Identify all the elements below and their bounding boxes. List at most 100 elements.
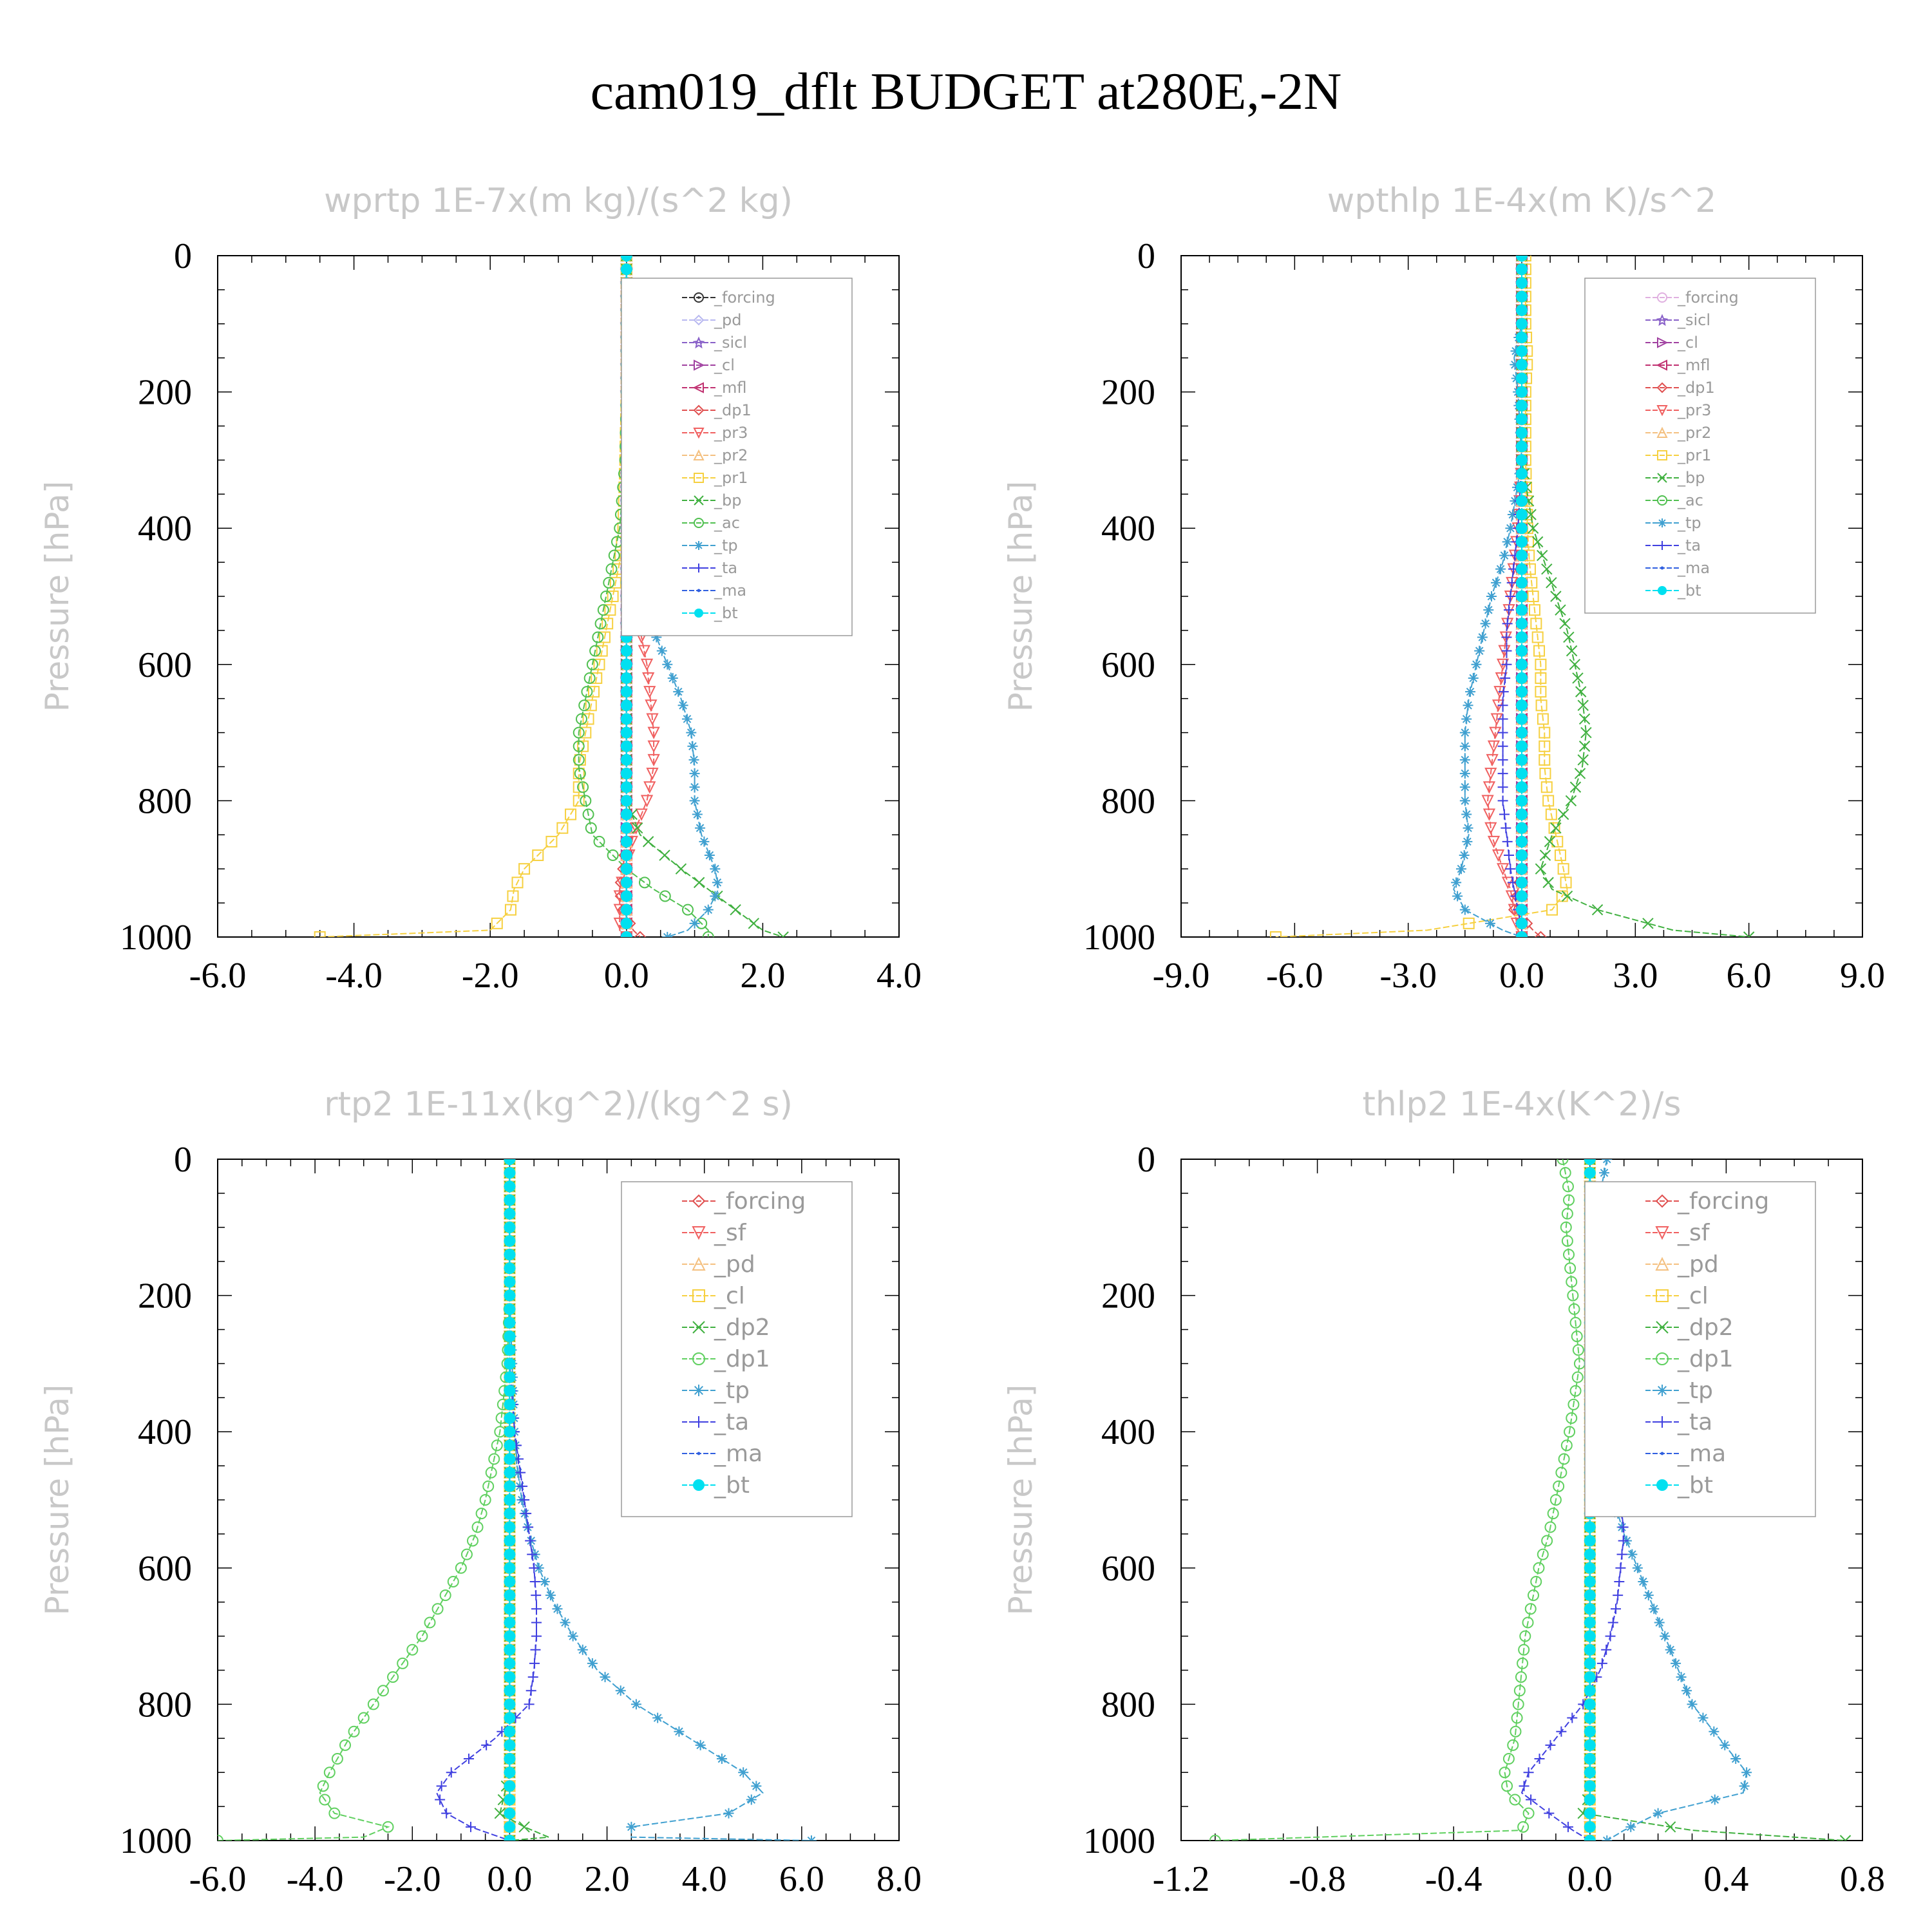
series-pr1-marker [585, 699, 597, 712]
series-tp-marker [687, 741, 698, 752]
series-bt-marker [1516, 631, 1528, 643]
series-bp-marker [1525, 509, 1537, 520]
series-dp1 [1209, 1159, 1586, 1841]
legend-marker [1660, 1452, 1664, 1455]
series-tp-marker [1462, 836, 1473, 847]
series-dp1-marker [1544, 1521, 1557, 1533]
series-tp-marker [600, 1672, 611, 1683]
series-dp1-marker [339, 1739, 351, 1751]
y-tick-label: 600 [1101, 1549, 1155, 1589]
series-bt-marker [504, 1603, 516, 1615]
series-bp-marker [1544, 836, 1556, 848]
legend: _forcing _sf _pd _cl _dp2 _dp1 _tp _ta _ma _bt [1584, 1181, 1816, 1517]
legend-item: _dp1 [682, 401, 752, 419]
series-ta-marker [527, 1672, 538, 1683]
series-bt-marker [620, 740, 632, 752]
series-bp-marker [632, 822, 643, 834]
series-tp-marker [1477, 632, 1488, 643]
series-bp-marker [730, 904, 741, 916]
series-bt-marker [1584, 1603, 1596, 1615]
series-bt-marker [504, 1371, 516, 1383]
series-tp-marker [587, 1658, 598, 1669]
series-bt [1516, 256, 1528, 937]
legend-label: _tp [1677, 514, 1701, 532]
legend-marker [1657, 337, 1669, 348]
legend-item: _pr3 [682, 424, 748, 442]
series-bt-marker [504, 1249, 516, 1261]
series-ta [435, 1159, 542, 1841]
x-tick-label: 0.0 [1499, 956, 1544, 996]
legend-marker [1660, 566, 1664, 570]
series-pr1 [314, 256, 632, 937]
series-bt-marker [504, 1712, 516, 1724]
series-bp-marker [1577, 754, 1589, 766]
series-bt-marker [1584, 1794, 1596, 1806]
series-dp1-marker [1561, 1208, 1573, 1220]
series-bt-marker [1584, 1807, 1596, 1819]
series-tp-marker [1499, 550, 1510, 561]
series-bp-marker [1531, 536, 1544, 548]
series-dp1-marker [634, 931, 647, 937]
series-dp1-marker [471, 1521, 484, 1533]
series-dp1-marker [1549, 1494, 1562, 1506]
series-ac-marker [577, 781, 589, 793]
legend-marker [1656, 1385, 1668, 1396]
series-ta-marker [1498, 687, 1509, 697]
series-dp1-marker [1563, 1249, 1575, 1261]
series-tp-marker [1698, 1712, 1709, 1723]
legend-item: _dp2 [1645, 1314, 1734, 1341]
series-pr3-marker [646, 768, 659, 781]
series-pr1-marker [1269, 931, 1282, 937]
series-bt-marker [504, 1289, 516, 1302]
legend-item: _tp [1645, 1378, 1713, 1404]
series-bp-marker [1557, 808, 1569, 820]
series-bt-marker [1516, 399, 1528, 412]
legend-item: _mfl [1645, 356, 1710, 374]
legend-marker [693, 1416, 705, 1428]
series-bt-marker [620, 753, 632, 766]
legend: _forcing _sicl _cl _mfl _dp1 _pr3 _pr2 _pr1 _bp _… [1584, 278, 1816, 614]
series-ta-marker [517, 1481, 528, 1492]
series-pr3-marker [1492, 849, 1505, 862]
series-ac-marker [583, 672, 596, 684]
legend-marker [1656, 359, 1667, 371]
series-dp1 [218, 1159, 516, 1841]
x-tick-label: 0.4 [1703, 1859, 1748, 1899]
series-pr1-marker [1535, 686, 1547, 698]
series-bt-marker [504, 1426, 516, 1438]
legend-label: _forcing [1677, 1188, 1769, 1215]
legend-label: _pr2 [714, 446, 748, 464]
series-dp1-marker [1533, 1562, 1545, 1574]
series-ta-marker [1615, 1562, 1626, 1573]
series-dp1-marker [1571, 1331, 1583, 1343]
series-pr1-marker [1542, 795, 1555, 807]
legend-marker [692, 1256, 706, 1271]
series-pr3-marker [1486, 753, 1499, 767]
series-tp-marker [699, 836, 710, 847]
series-ac-marker [607, 849, 619, 862]
series-tp-marker [746, 1794, 757, 1805]
series-ta-marker [531, 1617, 542, 1628]
series-bt-marker [1516, 481, 1528, 493]
series-bt-marker [1516, 427, 1528, 439]
series-tp-marker [1625, 1821, 1636, 1832]
series-dp1-marker [331, 1753, 343, 1765]
series-ta-marker [1562, 1821, 1573, 1832]
series-tp-marker [716, 1754, 727, 1765]
series-dp1-marker [1553, 1480, 1565, 1492]
series-dp1-marker [357, 1712, 370, 1724]
series-tp-marker [1471, 659, 1482, 670]
series-ta-marker [1618, 1522, 1629, 1533]
legend-item: _ta [682, 559, 737, 577]
series-tp-marker [539, 1576, 550, 1587]
series-bp-marker [1574, 768, 1586, 779]
series-pr1-marker [1539, 753, 1551, 766]
series-ta-marker [1613, 1590, 1624, 1601]
series-ta-marker [531, 1590, 542, 1601]
x-tick-label: 4.0 [682, 1859, 727, 1899]
series-ta-marker [1611, 1604, 1621, 1615]
series-bt-marker [1584, 1630, 1596, 1642]
x-tick-label: 0.0 [1567, 1859, 1613, 1899]
legend-item: _tp [682, 536, 738, 554]
series-bp-marker [748, 918, 759, 929]
